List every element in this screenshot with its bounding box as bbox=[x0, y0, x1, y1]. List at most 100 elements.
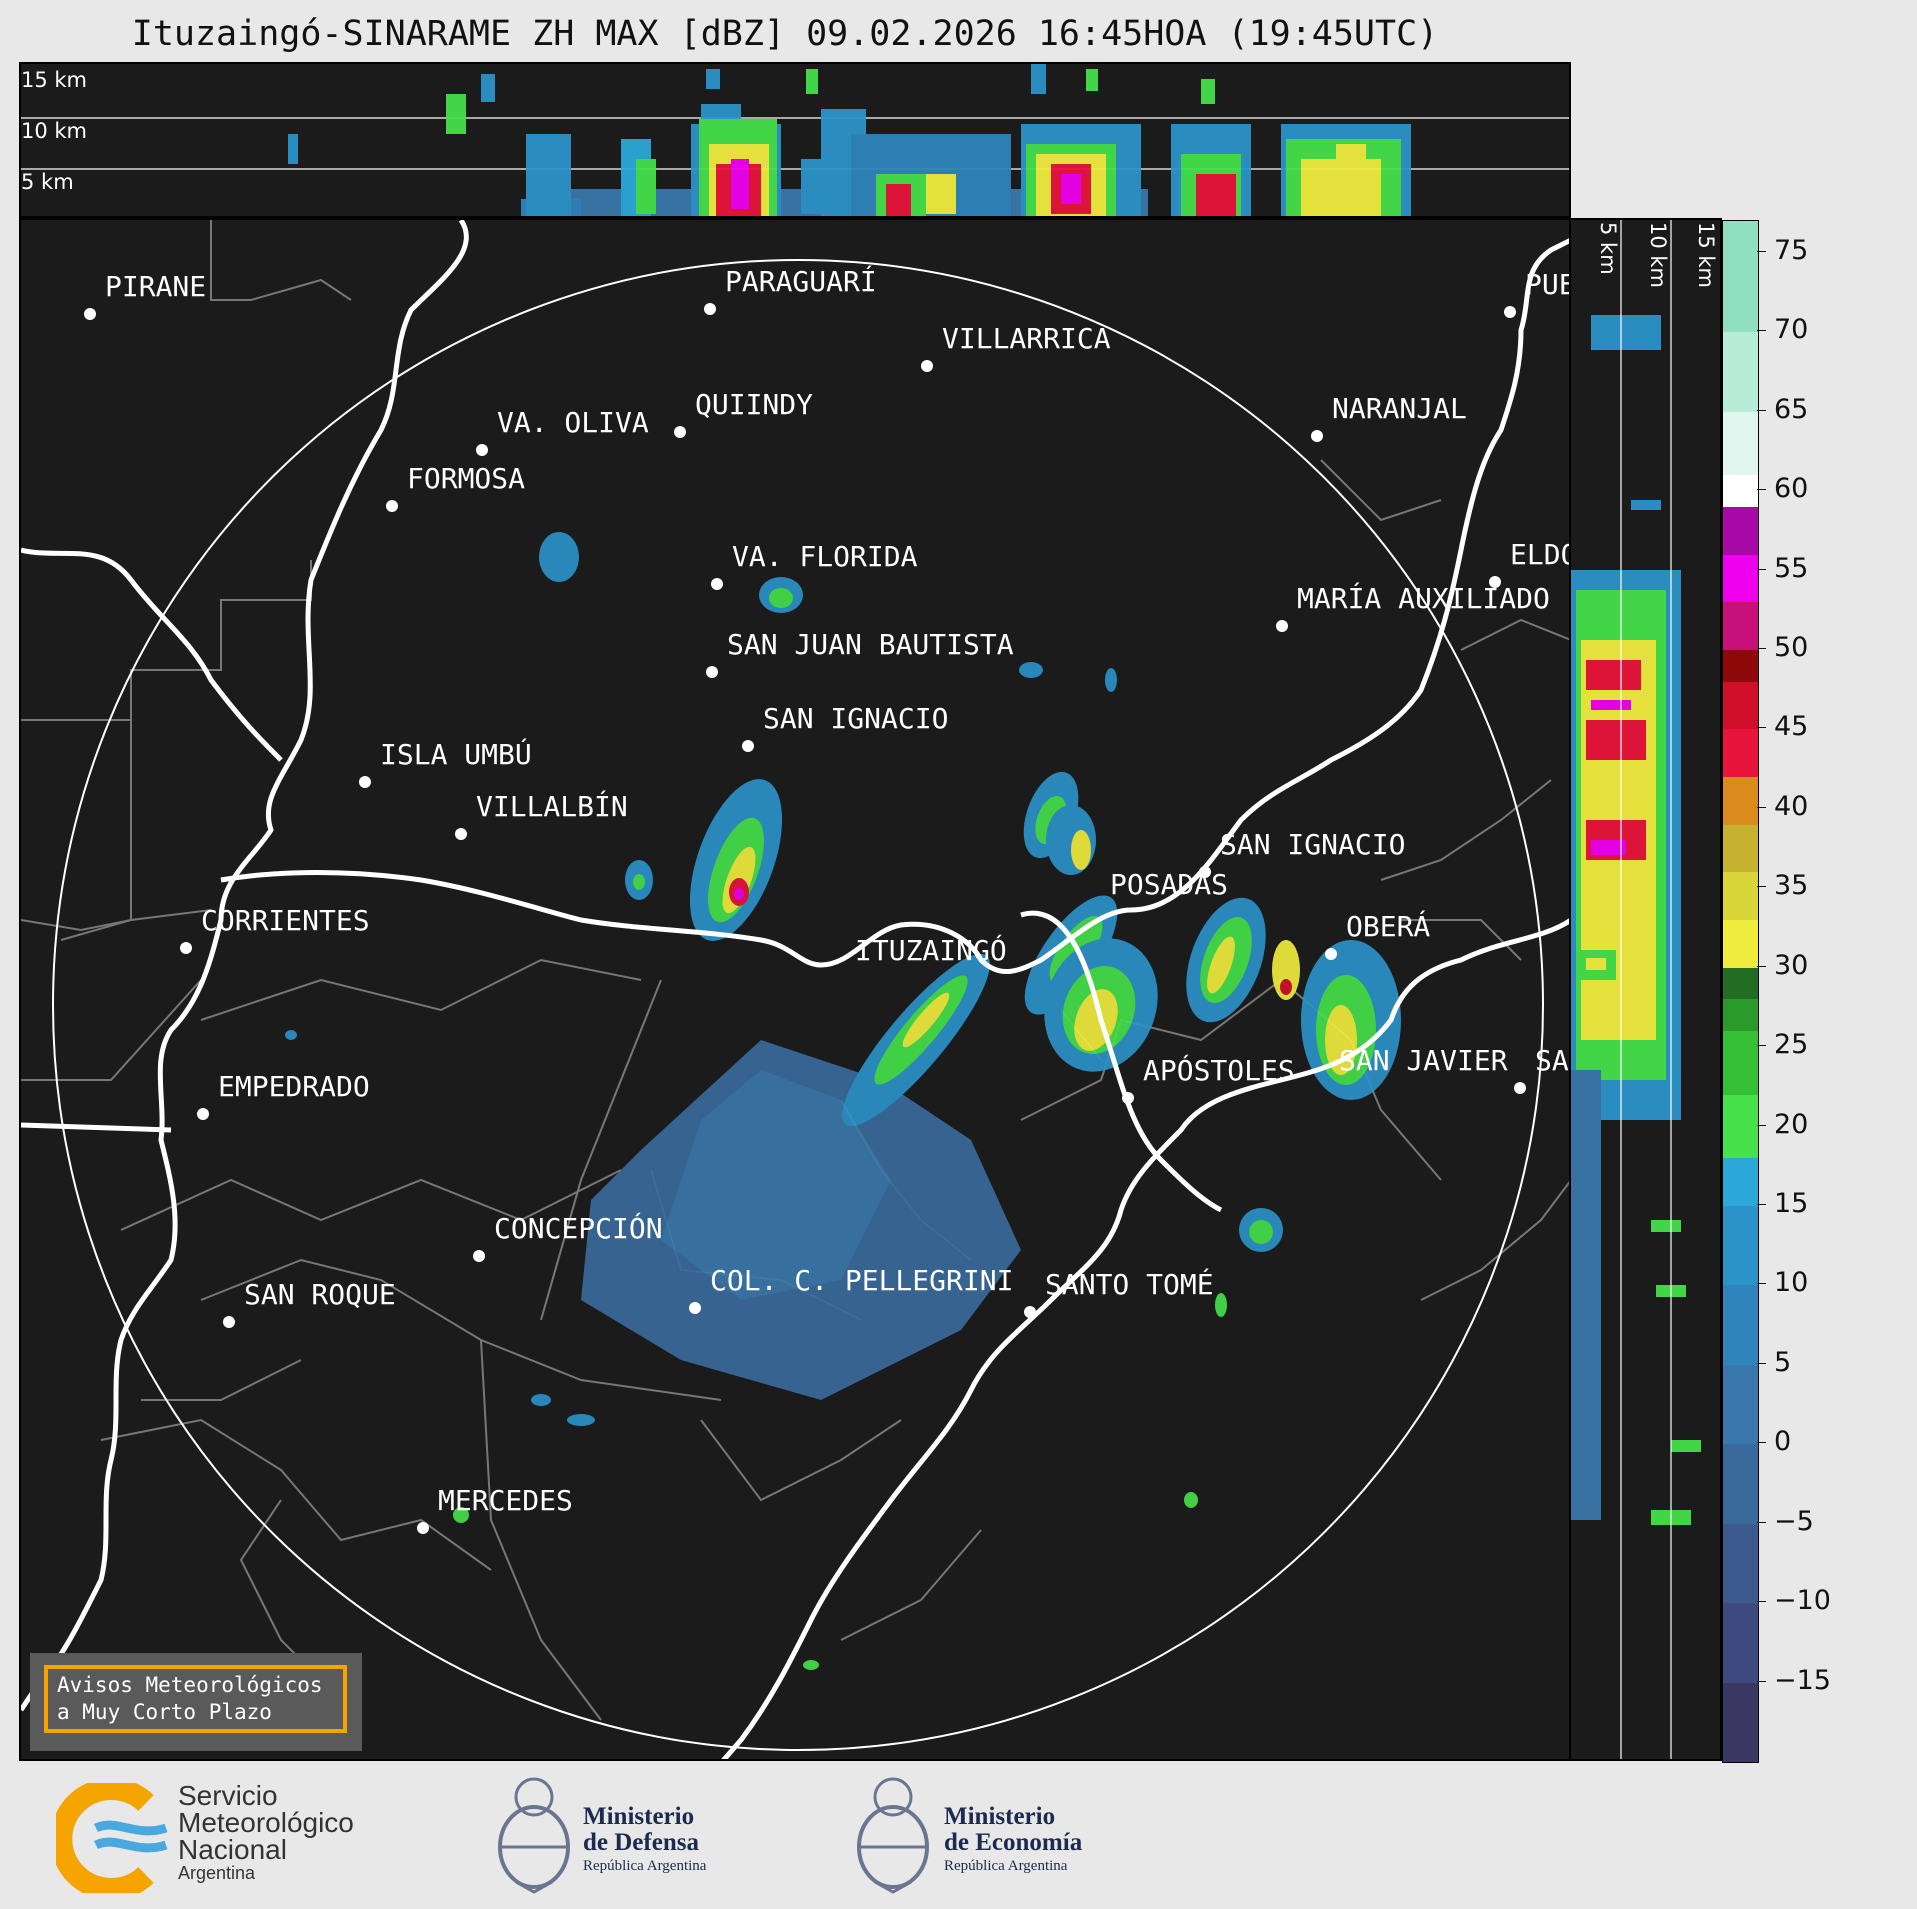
colorbar-tick-label: 65 bbox=[1757, 394, 1808, 425]
colorbar-segment bbox=[1723, 475, 1758, 507]
colorbar-tick-label: 35 bbox=[1757, 870, 1808, 901]
side-height-label-10km: 10 km bbox=[1646, 222, 1670, 289]
city-san-roque: SAN ROQUE bbox=[223, 1278, 396, 1328]
colorbar-segment bbox=[1723, 681, 1758, 730]
city-eldo: ELDO bbox=[1489, 538, 1569, 588]
colorbar-tick-label: 70 bbox=[1757, 314, 1808, 345]
city-pue: PUE bbox=[1504, 268, 1569, 318]
colorbar-segment bbox=[1723, 1094, 1758, 1159]
colorbar-tick-label: 20 bbox=[1757, 1109, 1808, 1140]
economia-line1: Ministerio bbox=[944, 1803, 1056, 1830]
colorbar-tick-label: 0 bbox=[1757, 1426, 1791, 1457]
city-obera: OBERÁ bbox=[1325, 910, 1430, 960]
defensa-seal-icon bbox=[498, 1777, 570, 1894]
city-corrientes: CORRIENTES bbox=[180, 904, 370, 954]
city-isla-umbu: ISLA UMBÚ bbox=[359, 738, 532, 788]
city-formosa: FORMOSA bbox=[386, 462, 525, 512]
colorbar-segment bbox=[1723, 1444, 1758, 1524]
city-pirane: PIRANE bbox=[84, 270, 206, 320]
city-va-oliva: VA. OLIVA bbox=[476, 406, 649, 456]
colorbar-tick-label: 60 bbox=[1757, 473, 1808, 504]
city-sa: SA bbox=[1514, 1044, 1569, 1094]
city-san-juan-bautista: SAN JUAN BAUTISTA bbox=[706, 628, 1014, 678]
colorbar-segment bbox=[1723, 872, 1758, 920]
colorbar-tick-label: 75 bbox=[1757, 235, 1808, 266]
colorbar-tick-label: 30 bbox=[1757, 950, 1808, 981]
colorbar-segment bbox=[1723, 1285, 1758, 1365]
height-label-10km: 10 km bbox=[21, 119, 88, 143]
defensa-line1: Ministerio bbox=[583, 1803, 695, 1830]
colorbar-tick-label: 50 bbox=[1757, 632, 1808, 663]
city-ituzaingo: ITUZAINGÓ bbox=[855, 934, 1007, 967]
colorbar-segment bbox=[1723, 1682, 1758, 1762]
colorbar-tick-label: 10 bbox=[1757, 1267, 1808, 1298]
city-quiindy: QUIINDY bbox=[674, 388, 813, 438]
colorbar-segment bbox=[1723, 506, 1758, 555]
radar-map: PIRANE PARAGUARÍ VILLARRICA VA. OLIVA QU… bbox=[19, 218, 1571, 1761]
economia-line2: de Economía bbox=[944, 1829, 1083, 1856]
side-height-profile: 5 km 10 km 15 km bbox=[1569, 218, 1722, 1761]
colorbar-segment bbox=[1723, 649, 1758, 682]
city-empedrado: EMPEDRADO bbox=[197, 1070, 370, 1120]
colorbar-segment bbox=[1723, 999, 1758, 1032]
city-san-javier: SAN JAVIER bbox=[1339, 1044, 1508, 1077]
colorbar-segment bbox=[1723, 221, 1758, 333]
colorbar-segment bbox=[1723, 1205, 1758, 1286]
colorbar-segment bbox=[1723, 777, 1758, 825]
economia-line3: República Argentina bbox=[944, 1858, 1068, 1874]
colorbar-segment bbox=[1723, 920, 1758, 968]
colorbar-tick-label: −5 bbox=[1757, 1506, 1814, 1537]
alert-box[interactable]: Avisos Meteorológicos a Muy Corto Plazo bbox=[30, 1653, 362, 1751]
city-san-ignacio-ar: SAN IGNACIO bbox=[1199, 828, 1405, 878]
colorbar-tick-label: 55 bbox=[1757, 553, 1808, 584]
top-profile-echoes bbox=[21, 64, 1569, 216]
colorbar-segment bbox=[1723, 1523, 1758, 1604]
smn-logo-text: Servicio Meteorológico Nacional Argentin… bbox=[178, 1782, 354, 1884]
city-col-c-pellegrini: COL. C. PELLEGRINI bbox=[689, 1264, 1013, 1314]
height-label-5km: 5 km bbox=[21, 170, 74, 194]
smn-line3: Nacional bbox=[178, 1834, 287, 1865]
colorbar-segment bbox=[1723, 602, 1758, 650]
city-posadas: POSADAS bbox=[1110, 868, 1229, 901]
smn-logo-icon bbox=[56, 1783, 168, 1893]
colorbar-segment bbox=[1723, 1364, 1758, 1445]
side-profile-echoes bbox=[1571, 220, 1701, 1759]
colorbar-tick-label: 25 bbox=[1757, 1029, 1808, 1060]
city-villalbin: VILLALBÍN bbox=[455, 790, 628, 840]
colorbar-tick-label: −10 bbox=[1757, 1585, 1831, 1616]
side-height-label-15km: 15 km bbox=[1694, 222, 1718, 289]
alert-line-2: a Muy Corto Plazo bbox=[57, 1700, 272, 1724]
colorbar-segment bbox=[1723, 729, 1758, 778]
side-height-label-5km: 5 km bbox=[1596, 222, 1620, 275]
city-villarrica: VILLARRICA bbox=[921, 322, 1111, 372]
colorbar-tick-label: 5 bbox=[1757, 1347, 1791, 1378]
defensa-text: Ministerio de Defensa República Argentin… bbox=[583, 1804, 706, 1876]
city-maria-auxiliadora: MARÍA AUXILIADO bbox=[1276, 582, 1550, 632]
alert-label[interactable]: Avisos Meteorológicos a Muy Corto Plazo bbox=[44, 1665, 347, 1733]
colorbar-tick-label: 45 bbox=[1757, 711, 1808, 742]
smn-line4: Argentina bbox=[178, 1863, 256, 1883]
city-mercedes: MERCEDES bbox=[417, 1484, 573, 1534]
colorbar-segment bbox=[1723, 411, 1758, 476]
city-san-ignacio-py: SAN IGNACIO bbox=[742, 702, 948, 752]
colorbar-tick-label: 15 bbox=[1757, 1188, 1808, 1219]
colorbar-tick-label: 40 bbox=[1757, 791, 1808, 822]
city-va-florida: VA. FLORIDA bbox=[711, 540, 917, 590]
colorbar-segment bbox=[1723, 332, 1758, 412]
colorbar-segment bbox=[1723, 554, 1758, 603]
city-naranjal: NARANJAL bbox=[1311, 392, 1467, 442]
city-apostoles: APÓSTOLES bbox=[1122, 1054, 1295, 1104]
colorbar-segment bbox=[1723, 824, 1758, 873]
alert-line-1: Avisos Meteorológicos bbox=[57, 1673, 323, 1697]
top-height-profile: 15 km 10 km 5 km bbox=[19, 62, 1571, 218]
colorbar-segment bbox=[1723, 1158, 1758, 1206]
city-paraguari: PARAGUARÍ bbox=[704, 265, 877, 315]
colorbar bbox=[1722, 220, 1759, 1763]
city-concepcion: CONCEPCIÓN bbox=[473, 1212, 663, 1262]
colorbar-segment bbox=[1723, 1603, 1758, 1683]
map-geography bbox=[21, 220, 1569, 1759]
colorbar-segment bbox=[1723, 1031, 1758, 1095]
defensa-line2: de Defensa bbox=[583, 1829, 699, 1856]
economia-text: Ministerio de Economía República Argenti… bbox=[944, 1804, 1082, 1876]
colorbar-tick-label: −15 bbox=[1757, 1665, 1831, 1696]
